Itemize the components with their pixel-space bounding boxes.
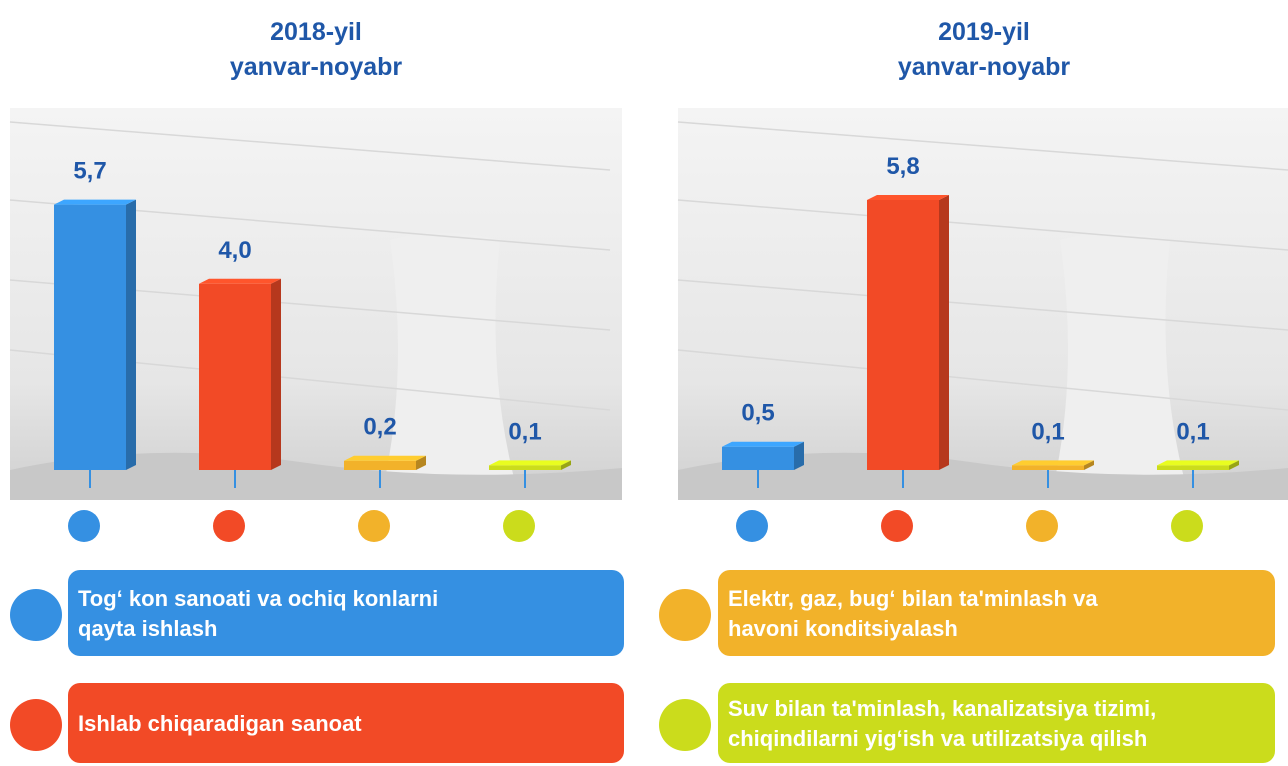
legend-label: havoni konditsiyalash xyxy=(728,616,958,641)
legend-box xyxy=(68,570,624,656)
legend-dot xyxy=(10,589,62,641)
legend-label: Suv bilan ta'minlash, kanalizatsiya tizi… xyxy=(728,696,1156,721)
legend-label: Tog‘ kon sanoati va ochiq konlarni xyxy=(78,586,438,611)
bar xyxy=(1157,460,1239,470)
bar-face xyxy=(722,441,804,447)
bar xyxy=(344,455,426,470)
chart-subtitle: yanvar-noyabr xyxy=(230,53,403,81)
legend-box xyxy=(718,683,1275,763)
bar-face xyxy=(1157,465,1229,470)
category-dot xyxy=(1171,510,1203,542)
bar-face xyxy=(344,460,416,470)
bar-face xyxy=(1012,460,1094,466)
bar xyxy=(867,195,949,470)
category-dot xyxy=(1026,510,1058,542)
bar-face xyxy=(54,199,136,205)
legend-label: Ishlab chiqaradigan sanoat xyxy=(78,711,362,736)
legend-dot xyxy=(659,589,711,641)
chart-title: 2019-yil xyxy=(938,18,1030,46)
bar-face xyxy=(489,465,561,470)
chart-subtitle: yanvar-noyabr xyxy=(898,53,1071,81)
bar-face xyxy=(1157,460,1239,466)
bar-face xyxy=(867,195,949,200)
value-label: 0,2 xyxy=(363,414,396,441)
value-label: 0,1 xyxy=(1031,418,1064,445)
legend-box xyxy=(68,683,624,763)
bar-face xyxy=(54,204,126,471)
bar-face xyxy=(1012,465,1084,470)
bar-face xyxy=(1084,460,1094,470)
legend-label: Elektr, gaz, bug‘ bilan ta'minlash va xyxy=(728,586,1098,611)
bar-face xyxy=(126,199,136,471)
bar-face xyxy=(561,460,571,470)
category-dot xyxy=(68,510,100,542)
bar-face xyxy=(199,283,271,470)
value-label: 5,7 xyxy=(73,158,106,185)
bar-face xyxy=(867,200,939,470)
bar-face xyxy=(199,278,281,284)
value-label: 0,5 xyxy=(741,400,774,427)
bar-face xyxy=(416,455,426,470)
category-dot xyxy=(213,510,245,542)
bar-face xyxy=(794,441,804,470)
category-dot xyxy=(358,510,390,542)
legend-label: qayta ishlash xyxy=(78,616,217,641)
bar xyxy=(199,278,281,470)
value-label: 0,1 xyxy=(1176,418,1209,445)
bar xyxy=(54,199,136,471)
category-dot xyxy=(736,510,768,542)
bar-face xyxy=(722,446,794,470)
bar-face xyxy=(344,455,426,461)
value-label: 4,0 xyxy=(218,237,251,264)
category-dot xyxy=(881,510,913,542)
chart-title: 2018-yil xyxy=(270,18,362,46)
bar-face xyxy=(1229,460,1239,470)
value-label: 0,1 xyxy=(508,418,541,445)
bar xyxy=(489,460,571,470)
bar xyxy=(722,441,804,470)
legend-dot xyxy=(10,699,62,751)
bar-face xyxy=(489,460,571,466)
panel-background xyxy=(9,108,1288,500)
bar xyxy=(1012,460,1094,470)
bar-face xyxy=(939,195,949,470)
category-dot xyxy=(503,510,535,542)
legend-box xyxy=(718,570,1275,656)
value-label: 5,8 xyxy=(886,153,919,180)
legend-label: chiqindilarni yig‘ish va utilizatsiya qi… xyxy=(728,726,1147,751)
legend-dot xyxy=(659,699,711,751)
bar-face xyxy=(271,278,281,470)
